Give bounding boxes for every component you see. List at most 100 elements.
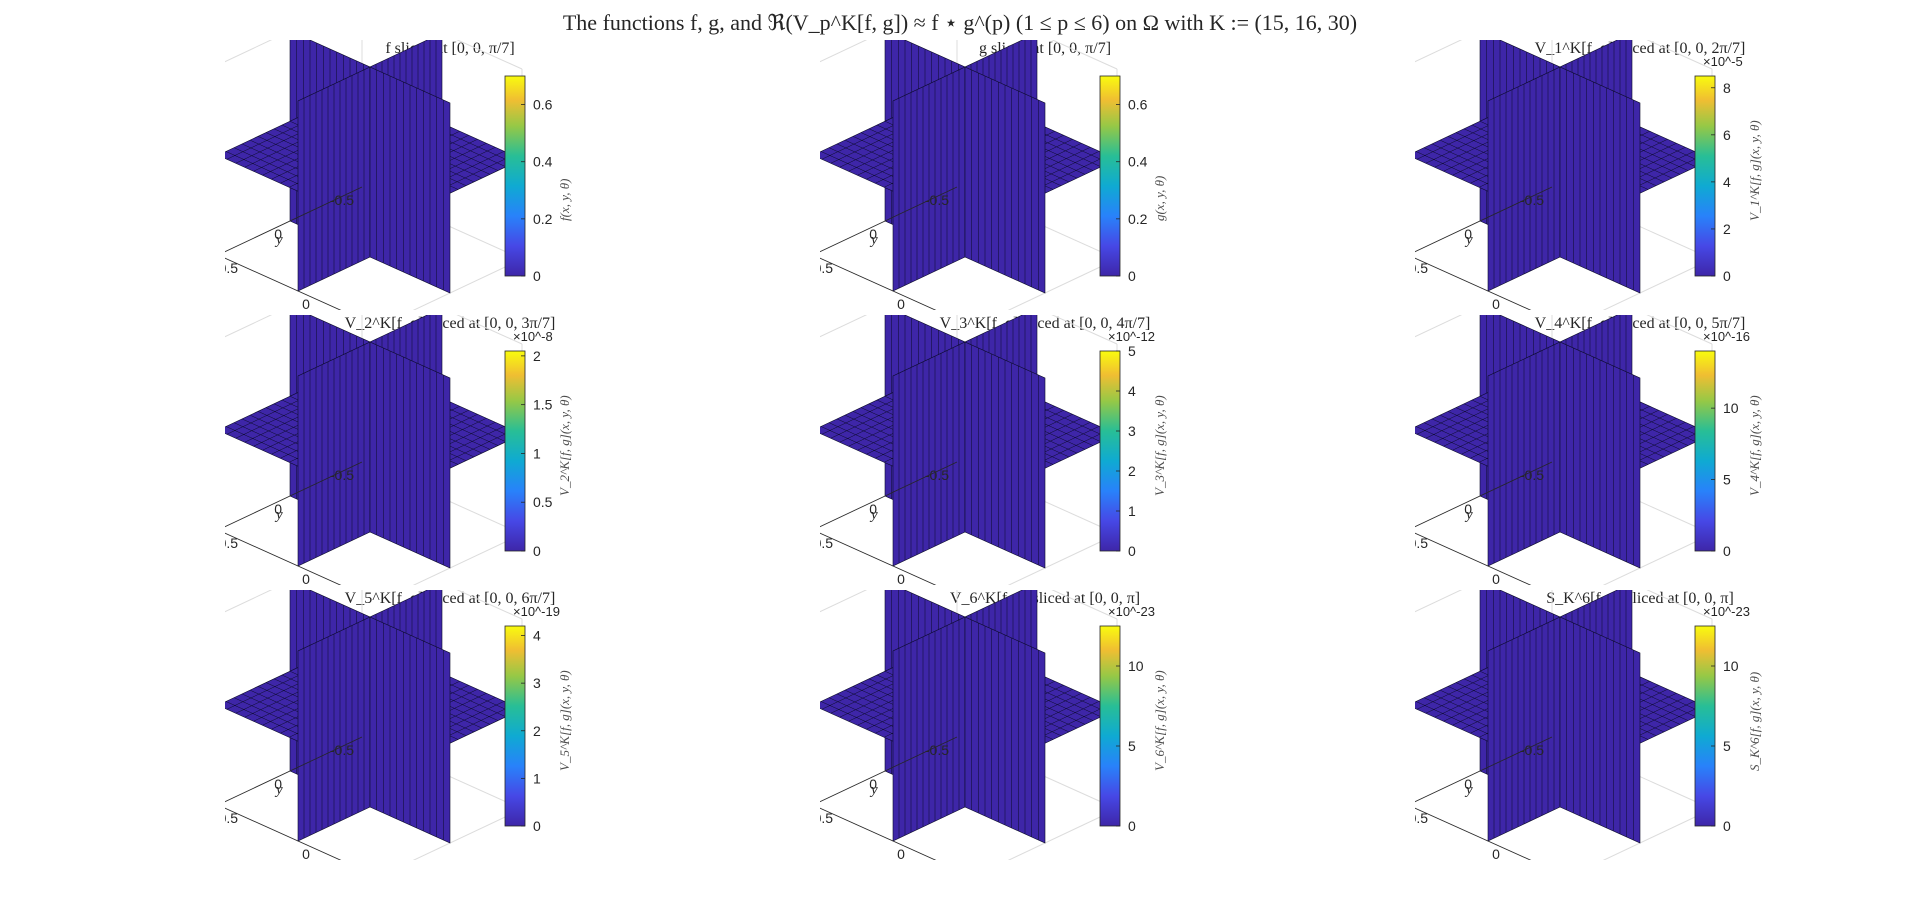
- colorbar-tick-label: 3: [1128, 423, 1136, 439]
- x-tick-label: -0.5: [820, 260, 833, 276]
- colorbar-tick-label: 0.4: [533, 154, 553, 170]
- grid-line: [225, 590, 273, 613]
- y-tick-label: 0: [869, 501, 877, 517]
- y-tick-label: -0.5: [925, 467, 949, 483]
- axes: 3.63.43.232.8θ0.50-0.5y-0.500.5x: [820, 736, 958, 860]
- slice-planes-front: [892, 616, 1046, 844]
- grid-line: [456, 40, 523, 70]
- grid-line: [1051, 590, 1118, 620]
- colorbar-tick-label: 0: [533, 268, 541, 284]
- x-tick-label: -0.5: [820, 535, 833, 551]
- y-axis-line: [1415, 461, 1553, 528]
- grid-line: [456, 315, 523, 345]
- y-tick-label: 0: [869, 776, 877, 792]
- y-axis-line: [225, 186, 363, 253]
- colorbar-label: V_5^K[f, g](x, y, θ): [557, 670, 572, 771]
- colorbar-tick-label: 0.4: [1128, 154, 1148, 170]
- grid-line: [1646, 40, 1713, 70]
- colorbar-tick-label: 2: [533, 723, 541, 739]
- colorbar-exponent: ×10^-23: [1703, 604, 1750, 619]
- colorbar-tick-label: 8: [1723, 80, 1731, 96]
- colorbar: 10 5 0 ×10^-16 V_4^K[f, g](x, y, θ): [1694, 329, 1762, 559]
- colorbar-tick-label: 0.5: [533, 494, 553, 510]
- colorbar-tick-label: 1: [533, 445, 541, 461]
- colorbar-gradient: [1099, 350, 1121, 552]
- colorbar-tick-label: 6: [1723, 127, 1731, 143]
- axes: 2.221.81.61.4θ0.50-0.5y-0.500.5x: [820, 461, 958, 585]
- x-tick-label: -0.5: [225, 260, 238, 276]
- colorbar-label: V_1^K[f, g](x, y, θ): [1747, 120, 1762, 221]
- y-tick-label: -0.5: [925, 742, 949, 758]
- x-tick-label: 0: [1492, 846, 1500, 860]
- axes: 2.62.42.221.8θ0.50-0.5y-0.500.5x: [1415, 461, 1553, 585]
- colorbar-tick-label: 2: [1723, 221, 1731, 237]
- grid-line: [820, 590, 868, 613]
- panel-title: V_3^K[f, g] sliced at [0, 0, 4π/7]: [939, 315, 1151, 332]
- chart-panel: V_5^K[f, g] sliced at [0, 0, 6π/7]32.82.…: [225, 590, 725, 860]
- colorbar-tick-label: 5: [1128, 343, 1136, 359]
- panel-title: V_5^K[f, g] sliced at [0, 0, 6π/7]: [344, 590, 556, 607]
- colorbar-tick-label: 5: [1128, 738, 1136, 754]
- slice-plot-svg: 1.210.80.60.4θ0.50-0.5y-0.500.5x86420×10…: [1415, 40, 1762, 310]
- colorbar-exponent: ×10^-16: [1703, 329, 1750, 344]
- y-tick-label: -0.5: [330, 467, 354, 483]
- grid-line: [1646, 315, 1713, 345]
- y-tick-label: -0.5: [925, 192, 949, 208]
- y-axis-label: y: [869, 232, 878, 248]
- colorbar-tick-label: 0.2: [1128, 211, 1148, 227]
- grid-line: [225, 315, 273, 338]
- figure-title: The functions f, g, and ℜ(V_p^K[f, g]) ≈…: [562, 10, 1358, 35]
- slice-plot-svg: 32.82.62.42.2θ0.50-0.5y-0.500.5x43210×10…: [225, 590, 572, 860]
- slice-plot-svg: 2.221.81.61.4θ0.50-0.5y-0.500.5x543210×1…: [820, 315, 1167, 585]
- x-tick-label: -0.5: [1415, 535, 1428, 551]
- x-axis-line: [225, 532, 342, 585]
- y-axis-line: [820, 461, 958, 528]
- y-axis-line: [1415, 736, 1553, 803]
- colorbar-tick-label: 0: [1723, 543, 1731, 559]
- slice-plot-svg: 3.63.43.232.8θ0.50-0.5y-0.500.5x1050×10^…: [820, 590, 1167, 860]
- colorbar-tick-label: 10: [1128, 658, 1144, 674]
- colorbar-tick-label: 4: [1128, 383, 1136, 399]
- chart-panel: f sliced at [0, 0, π/7]0.80.60.40.20θ0.5…: [225, 40, 725, 310]
- y-tick-label: -0.5: [330, 192, 354, 208]
- panel-title: V_1^K[f, g] sliced at [0, 0, 2π/7]: [1534, 40, 1746, 57]
- slice-plot-svg: 1.81.61.41.21θ0.50-0.5y-0.500.5x21.510.5…: [225, 315, 572, 585]
- colorbar-tick-label: 1.5: [533, 397, 553, 413]
- grid-line: [820, 315, 868, 338]
- colorbar-tick-label: 4: [1723, 174, 1731, 190]
- y-tick-label: -0.5: [330, 742, 354, 758]
- y-axis-label: y: [274, 507, 283, 523]
- y-tick-label: -0.5: [1520, 192, 1544, 208]
- axes: 3.63.43.232.8θ0.50-0.5y-0.500.5x: [1415, 736, 1553, 860]
- slice-plot-svg: 3.63.43.232.8θ0.50-0.5y-0.500.5x1050×10^…: [1415, 590, 1762, 860]
- y-axis-label: y: [1464, 782, 1473, 798]
- y-tick-label: 0: [1464, 776, 1472, 792]
- colorbar-tick-label: 0: [1128, 543, 1136, 559]
- y-tick-label: 0: [1464, 226, 1472, 242]
- slice-planes-front: [297, 616, 451, 844]
- x-tick-label: 0: [302, 846, 310, 860]
- axes: 32.82.62.42.2θ0.50-0.5y-0.500.5x: [225, 736, 363, 860]
- colorbar-exponent: ×10^-8: [513, 329, 553, 344]
- colorbar-tick-label: 10: [1723, 400, 1739, 416]
- colorbar-tick-label: 0: [533, 818, 541, 834]
- y-axis-label: y: [1464, 507, 1473, 523]
- y-tick-label: 0: [1464, 501, 1472, 517]
- x-axis-line: [1415, 807, 1532, 860]
- grid-line: [820, 40, 868, 63]
- y-axis-line: [820, 186, 958, 253]
- x-tick-label: -0.5: [225, 810, 238, 826]
- x-tick-label: -0.5: [820, 810, 833, 826]
- y-tick-label: -0.5: [1520, 467, 1544, 483]
- colorbar-exponent: ×10^-19: [513, 604, 560, 619]
- colorbar: 10 5 0 ×10^-23 V_6^K[f, g](x, y, θ): [1099, 604, 1167, 834]
- x-axis-line: [225, 807, 342, 860]
- x-axis-line: [820, 532, 937, 585]
- colorbar-exponent: ×10^-23: [1108, 604, 1155, 619]
- x-tick-label: 0: [1492, 296, 1500, 310]
- grid-line: [1646, 590, 1713, 620]
- colorbar: 0.6 0.4 0.2 0 f(x, y, θ): [504, 75, 572, 284]
- chart-panel: V_3^K[f, g] sliced at [0, 0, 4π/7]2.221.…: [820, 315, 1320, 585]
- y-axis-label: y: [274, 232, 283, 248]
- y-tick-label: 0: [274, 501, 282, 517]
